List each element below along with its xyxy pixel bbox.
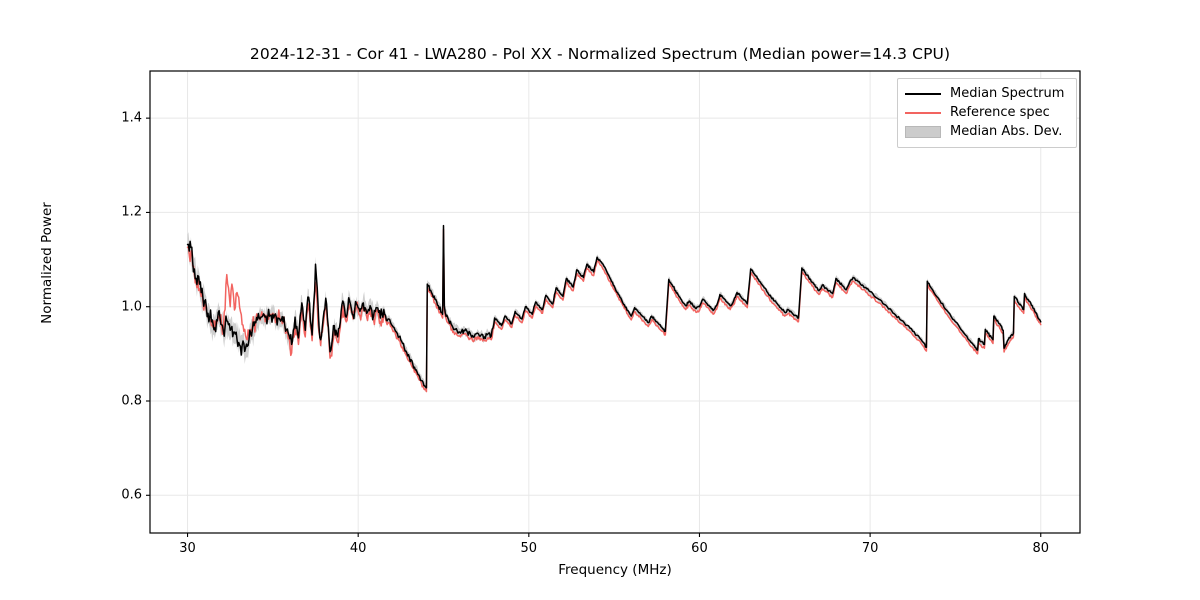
series-line-reference-spec [186,228,1042,393]
series-line-median-spectrum [186,224,1042,389]
x-axis-label: Frequency (MHz) [558,562,672,578]
chart-title: 2024-12-31 - Cor 41 - LWA280 - Pol XX - … [249,45,951,63]
x-tick-label: 70 [861,541,879,556]
axis-ticks [146,117,1042,537]
y-tick-label: 0.8 [121,393,142,409]
spectrum-series [186,224,1042,393]
y-tick-label: 1.0 [121,299,142,315]
x-tick-label: 30 [179,541,196,556]
legend-swatch-patch [905,125,941,139]
axes-spines [149,70,1081,534]
legend-label: Median Spectrum [950,86,1065,101]
legend-swatch-line [905,106,941,120]
legend[interactable]: Median Spectrum Reference spec Median Abs.… [897,78,1077,148]
x-tick-label: 80 [1032,541,1050,556]
legend-item[interactable]: Median Spectrum [905,84,1069,103]
y-tick-label: 1.2 [121,204,142,220]
x-tick-label: 40 [349,541,367,556]
y-tick-label: 0.6 [121,487,142,503]
y-tick-label: 1.4 [121,110,142,126]
x-tick-label: 60 [691,541,708,556]
x-tick-label: 50 [520,541,538,556]
legend-swatch-line [905,87,941,101]
legend-label: Reference spec [950,105,1050,120]
legend-item[interactable]: Reference spec [905,103,1069,122]
y-axis-label: Normalized Power [39,202,55,324]
legend-label: Median Abs. Dev. [950,124,1063,139]
legend-item[interactable]: Median Abs. Dev. [905,122,1069,141]
